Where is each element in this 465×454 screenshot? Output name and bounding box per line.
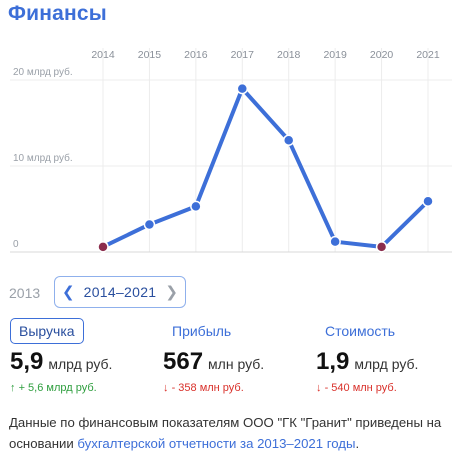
y-tick-label: 10 млрд руб.	[13, 152, 73, 164]
page-title: Финансы	[8, 2, 107, 25]
period-range-label: 2014–2021	[83, 284, 157, 300]
data-point	[236, 82, 249, 95]
value-number: 1,9	[316, 348, 350, 375]
data-point	[329, 235, 341, 248]
data-point	[375, 241, 388, 253]
period-range-switcher: ❮ 2014–2021 ❯	[54, 276, 186, 308]
value-unit: млрд руб.	[354, 356, 419, 372]
revenue-delta: ↑ + 5,6 млрд руб.	[10, 382, 112, 394]
x-tick-label: 2017	[231, 49, 255, 61]
profit-delta-text: - 358 млн руб.	[171, 382, 244, 394]
data-point	[97, 241, 109, 253]
revenue-number: 5,9	[10, 348, 44, 375]
y-tick-label: 20 млрд руб.	[13, 66, 73, 78]
data-point	[190, 200, 202, 213]
revenue-unit: млрд руб.	[48, 356, 113, 372]
revenue-line-chart: 20 млрд руб. 10 млрд руб. 0 2014 2015 2016 201…	[10, 48, 452, 253]
period-selector: 2013 ❮ 2014–2021 ❯	[8, 276, 458, 308]
data-source-note: Данные по финансовым показателям ООО "ГК…	[9, 412, 459, 454]
tab-revenue[interactable]: Выручка	[10, 318, 84, 344]
x-tick-label: 2018	[277, 49, 301, 61]
tab-value[interactable]: Стоимость	[325, 323, 396, 339]
arrow-up-icon: ↑	[10, 382, 16, 394]
data-point	[143, 218, 156, 231]
arrow-down-icon: ↓	[316, 382, 322, 394]
note-text-end: .	[355, 436, 360, 451]
previous-year-link[interactable]: 2013	[9, 285, 41, 301]
arrow-down-icon: ↓	[163, 382, 169, 394]
metric-value: Стоимость 1,9 млрд руб. ↓ - 540 млн руб.	[316, 318, 418, 394]
series-line	[101, 86, 430, 249]
profit-number: 567	[163, 348, 204, 375]
profit-delta: ↓ - 358 млн руб.	[163, 382, 264, 394]
x-tick-label: 2015	[138, 49, 162, 61]
x-tick-label: 2020	[370, 49, 394, 61]
metric-revenue: Выручка 5,9 млрд руб. ↑ + 5,6 млрд руб.	[10, 318, 112, 394]
tab-profit[interactable]: Прибыль	[172, 323, 232, 339]
value-value: 1,9 млрд руб.	[316, 348, 418, 376]
x-tick-label: 2014	[91, 49, 115, 61]
x-tick-label: 2016	[184, 49, 208, 61]
financial-reports-link[interactable]: бухгалтерской отчетности за 2013–2021 го…	[77, 436, 356, 451]
revenue-delta-text: + 5,6 млрд руб.	[18, 382, 97, 394]
value-delta: ↓ - 540 млн руб.	[316, 382, 418, 394]
profit-unit: млн руб.	[208, 356, 265, 372]
value-delta-text: - 540 млн руб.	[324, 382, 397, 394]
data-point	[282, 134, 295, 146]
chevron-left-icon[interactable]: ❮	[62, 283, 75, 301]
metric-profit: Прибыль 567 млн руб. ↓ - 358 млн руб.	[163, 318, 264, 394]
y-tick-label: 0	[13, 239, 19, 250]
x-tick-label: 2019	[323, 49, 347, 61]
revenue-value: 5,9 млрд руб.	[10, 348, 112, 376]
chevron-right-icon[interactable]: ❯	[165, 283, 178, 301]
x-tick-label: 2021	[416, 49, 440, 61]
data-point	[422, 195, 434, 208]
profit-value: 567 млн руб.	[163, 348, 264, 376]
note-text: Данные по финансовым показателям ООО "ГК…	[9, 415, 442, 451]
